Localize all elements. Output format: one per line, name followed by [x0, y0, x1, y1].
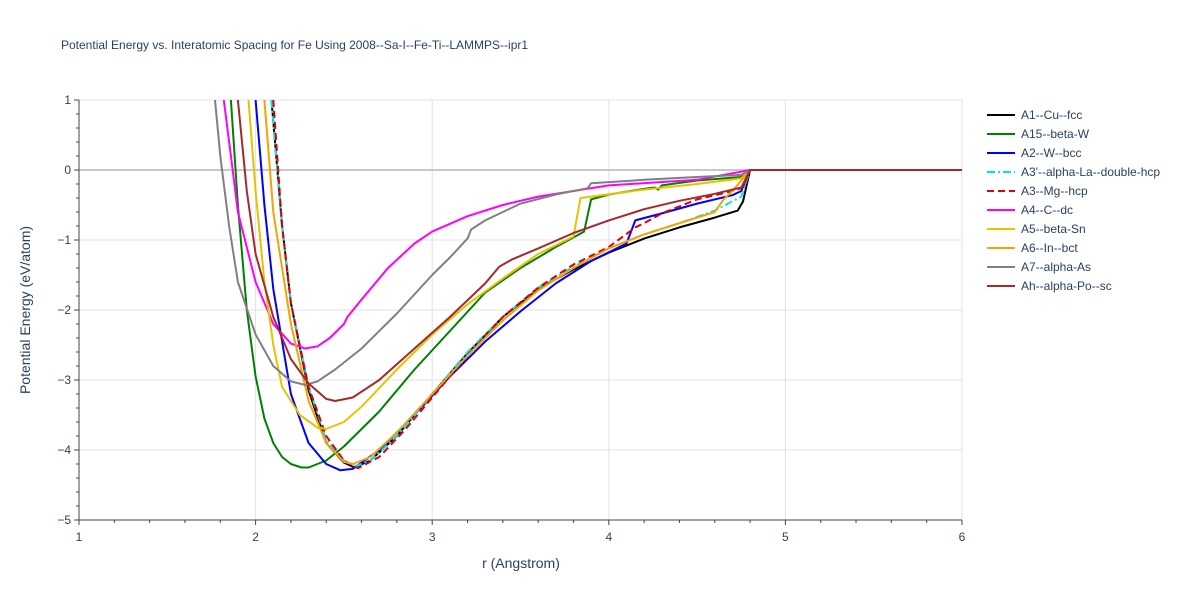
series-line-5 — [222, 100, 962, 350]
x-tick-label: 6 — [959, 530, 966, 544]
series-line-4 — [272, 100, 962, 470]
series-line-9 — [236, 100, 962, 402]
legend-label: A3'--alpha-La--double-hcp — [1021, 165, 1160, 179]
x-tick-label: 1 — [76, 530, 83, 544]
series-lines — [214, 100, 962, 472]
grid — [79, 99, 963, 521]
legend-label: A2--W--bcc — [1021, 146, 1081, 160]
legend-item-8[interactable]: A7--alpha-As — [987, 260, 1091, 274]
x-tick-label: 2 — [252, 530, 259, 544]
y-tick-label: 0 — [64, 163, 71, 177]
legend-item-0[interactable]: A1--Cu--fcc — [987, 108, 1082, 122]
legend-label: A3--Mg--hcp — [1021, 184, 1088, 198]
chart-title: Potential Energy vs. Interatomic Spacing… — [61, 38, 529, 52]
x-tick-label: 4 — [605, 530, 612, 544]
legend-label: A4--C--dc — [1021, 203, 1073, 217]
legend-label: A6--In--bct — [1021, 241, 1078, 255]
y-tick-label: 1 — [64, 93, 71, 107]
legend-label: Ah--alpha-Po--sc — [1021, 279, 1112, 293]
x-tick-label: 3 — [429, 530, 436, 544]
legend-item-5[interactable]: A4--C--dc — [987, 203, 1073, 217]
legend-item-9[interactable]: Ah--alpha-Po--sc — [987, 279, 1112, 293]
legend-item-2[interactable]: A2--W--bcc — [987, 146, 1081, 160]
legend-label: A7--alpha-As — [1021, 260, 1091, 274]
y-tick-label: −4 — [57, 443, 71, 457]
axes: 1 2 3 4 5 6 1 0 −1 −2 −3 −4 −5 — [57, 93, 965, 544]
y-tick-label: −2 — [57, 303, 71, 317]
y-tick-label: −1 — [57, 233, 71, 247]
x-axis-title: r (Angstrom) — [482, 555, 560, 571]
legend-item-6[interactable]: A5--beta-Sn — [987, 222, 1086, 236]
legend-label: A1--Cu--fcc — [1021, 108, 1082, 122]
y-tick-label: −3 — [57, 373, 71, 387]
series-line-2 — [254, 100, 962, 472]
y-tick-label: −5 — [57, 513, 71, 527]
legend-item-7[interactable]: A6--In--bct — [987, 241, 1078, 255]
legend-item-4[interactable]: A3--Mg--hcp — [987, 184, 1088, 198]
legend-item-3[interactable]: A3'--alpha-La--double-hcp — [987, 165, 1160, 179]
x-tick-label: 5 — [782, 530, 789, 544]
legend-label: A15--beta-W — [1021, 127, 1090, 141]
series-line-6 — [247, 100, 962, 430]
legend-label: A5--beta-Sn — [1021, 222, 1086, 236]
series-line-7 — [263, 100, 962, 465]
y-axis-title: Potential Energy (eV/atom) — [17, 226, 33, 394]
series-line-1 — [229, 100, 962, 469]
legend[interactable]: A1--Cu--fcc A15--beta-W A2--W--bcc A3'--alp… — [987, 108, 1160, 293]
legend-item-1[interactable]: A15--beta-W — [987, 127, 1090, 141]
series-line-8 — [214, 100, 962, 386]
